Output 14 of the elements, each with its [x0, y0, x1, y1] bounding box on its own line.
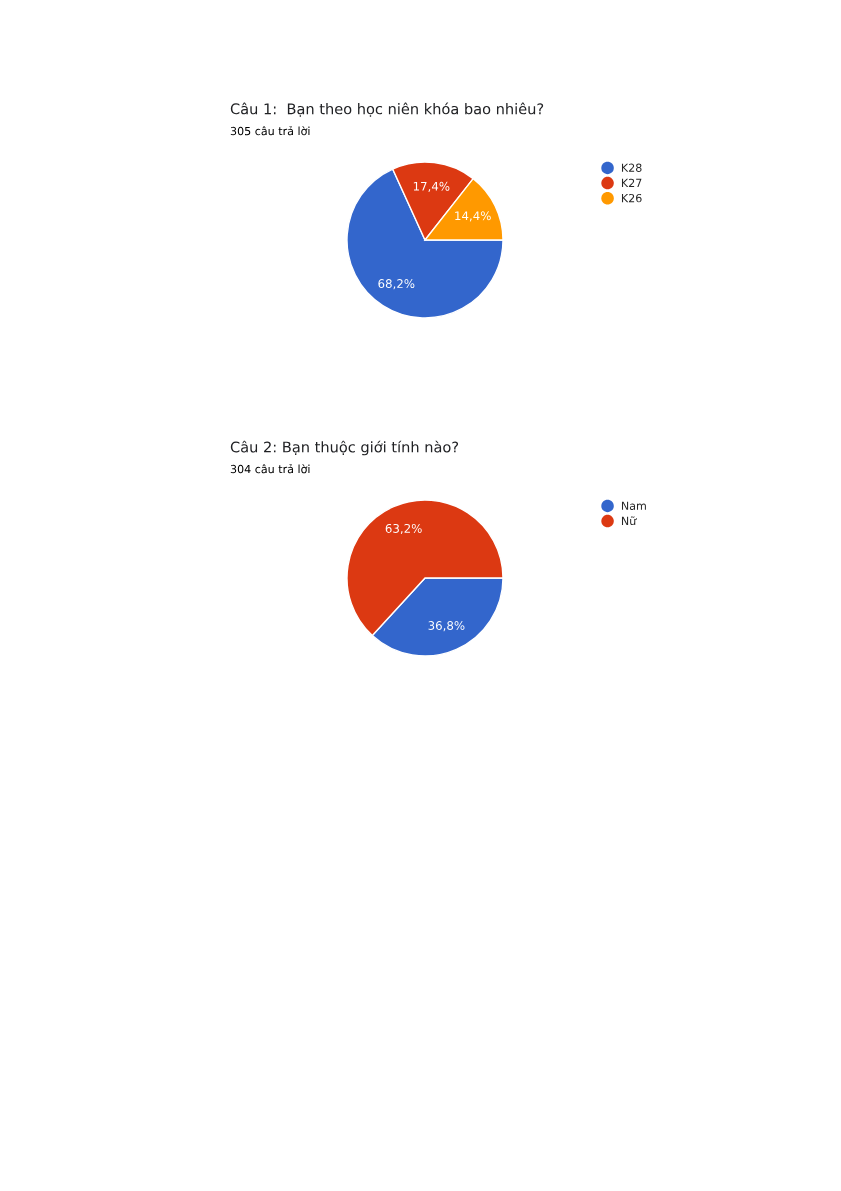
data-label: 14,4% — [455, 211, 491, 222]
data-label: 36,8% — [428, 621, 465, 632]
data-label: 63,2% — [385, 523, 422, 535]
data-label: 68,2% — [378, 279, 415, 290]
legend-label: Nam — [621, 501, 646, 510]
chart-title: Câu 1: Bạn theo học niên khóa bao nhiêu? — [230, 102, 544, 117]
legend-label: K26 — [621, 193, 642, 203]
legend-label: Nữ — [621, 516, 637, 526]
data-label: 17,4% — [413, 181, 450, 192]
legend-label: K28 — [621, 163, 642, 172]
legend-label: K27 — [621, 178, 642, 187]
chart-subtitle: 304 câu trả lời — [230, 464, 310, 474]
chart-subtitle: 305 câu trả lời — [230, 126, 310, 136]
chart-title: Câu 2: Bạn thuộc giới tính nào? — [230, 440, 459, 456]
